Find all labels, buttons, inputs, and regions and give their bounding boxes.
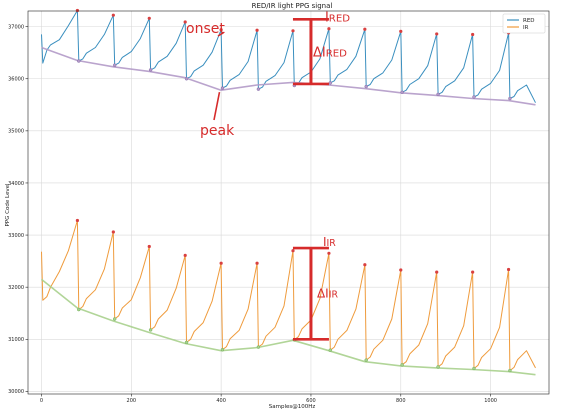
- peak-marker-red: [111, 13, 115, 17]
- legend-label-ir: IR: [523, 25, 529, 31]
- y-tick-label: 36000: [8, 77, 24, 83]
- x-tick-label: 800: [396, 398, 406, 404]
- peak-marker-ir: [111, 230, 115, 234]
- onset-marker-red: [148, 68, 153, 72]
- legend-label-red: RED: [523, 18, 535, 24]
- series-line-ir: [41, 220, 536, 372]
- onset-marker-red: [508, 96, 512, 101]
- peak-marker-red: [363, 27, 367, 31]
- onset-marker-ir: [364, 358, 368, 362]
- x-tick-label: 600: [306, 398, 316, 404]
- ir-ac-label: ΔIIR: [317, 287, 339, 301]
- peak-marker-red: [183, 20, 187, 24]
- peak-marker-ir: [147, 244, 151, 249]
- y-tick-label: 37000: [8, 24, 24, 30]
- peak-label: peak: [200, 123, 235, 139]
- peak-marker-ir: [75, 218, 80, 223]
- peak-marker-ir: [363, 263, 367, 267]
- onset-marker-red: [184, 77, 189, 81]
- onset-marker-ir: [328, 348, 332, 352]
- peak-marker-red: [75, 8, 80, 13]
- grid: [28, 11, 549, 394]
- onset-marker-red: [112, 63, 117, 67]
- annotations: IRED ΔIRED IIR ΔIIR onset peak: [186, 10, 350, 341]
- peak-marker-red: [435, 32, 439, 36]
- peak-marker-red: [471, 32, 475, 37]
- onset-marker-ir: [256, 345, 261, 349]
- peak-marker-ir: [399, 268, 403, 272]
- onset-marker-ir: [472, 366, 476, 371]
- y-tick-label: 30000: [8, 389, 24, 395]
- y-tick-label: 31000: [8, 337, 24, 343]
- onset-marker-ir: [148, 328, 153, 332]
- onset-marker-ir: [400, 363, 404, 367]
- peak-marker-ir: [435, 270, 439, 274]
- onset-marker-red: [400, 90, 404, 94]
- series-line-red: [41, 10, 536, 103]
- onset-marker-red: [472, 95, 476, 99]
- peak-marker-red: [291, 29, 295, 33]
- plot-area-frame: [27, 10, 550, 395]
- peak-marker-ir: [327, 251, 331, 255]
- onset-marker-ir: [508, 368, 512, 373]
- onset-marker-ir: [77, 307, 81, 312]
- onset-marker-red: [328, 81, 332, 85]
- ticks: 0 200 400 600 800 1000 30000 31000 32000 33000 340…: [8, 24, 497, 404]
- legend-box: [502, 13, 546, 34]
- onset-marker-red: [220, 86, 225, 90]
- peak-marker-ir: [291, 249, 295, 253]
- red-ac-label: ΔIRED: [313, 46, 347, 61]
- y-tick-label: 32000: [8, 285, 24, 291]
- ir-dc-label: IIR: [323, 235, 336, 249]
- chart-title: RED/IR light PPG signal: [252, 2, 333, 10]
- y-tick-label: 34000: [8, 181, 24, 187]
- peak-marker-ir: [219, 261, 223, 265]
- x-tick-label: 0: [40, 398, 43, 404]
- y-axis-title: PPG Code Level: [5, 183, 11, 226]
- onset-marker-red: [77, 59, 81, 63]
- y-tick-label: 33000: [8, 233, 24, 239]
- onset-pointer: [217, 31, 224, 37]
- red-dc-label: IRED: [325, 10, 350, 25]
- peak-marker-red: [219, 28, 223, 32]
- onset-marker-ir: [436, 365, 440, 369]
- onset-marker-ir: [184, 340, 189, 345]
- x-tick-label: 1000: [484, 398, 497, 404]
- peak-marker-ir: [506, 267, 511, 272]
- peak-pointer: [213, 91, 221, 121]
- x-tick-label: 400: [216, 398, 226, 404]
- onset-marker-red: [256, 87, 261, 91]
- peak-marker-red: [255, 28, 259, 32]
- onset-marker-red: [364, 84, 368, 89]
- peak-marker-red: [399, 29, 403, 33]
- peak-marker-ir: [255, 261, 259, 265]
- onset-marker-ir: [112, 317, 117, 321]
- y-tick-label: 35000: [8, 129, 24, 135]
- series-line-red-onset-fit: [41, 46, 536, 106]
- onset-marker-red: [436, 92, 440, 97]
- onset-label: onset: [186, 21, 225, 37]
- peak-marker-ir: [183, 253, 187, 257]
- peak-marker-red: [327, 27, 331, 31]
- x-tick-label: 200: [127, 398, 137, 404]
- peak-marker-ir: [471, 270, 475, 274]
- onset-marker-ir: [220, 348, 225, 352]
- x-axis-title: Samples@100Hz: [269, 404, 316, 410]
- peak-marker-red: [147, 16, 151, 20]
- series-line-ir-onset-fit: [41, 278, 536, 376]
